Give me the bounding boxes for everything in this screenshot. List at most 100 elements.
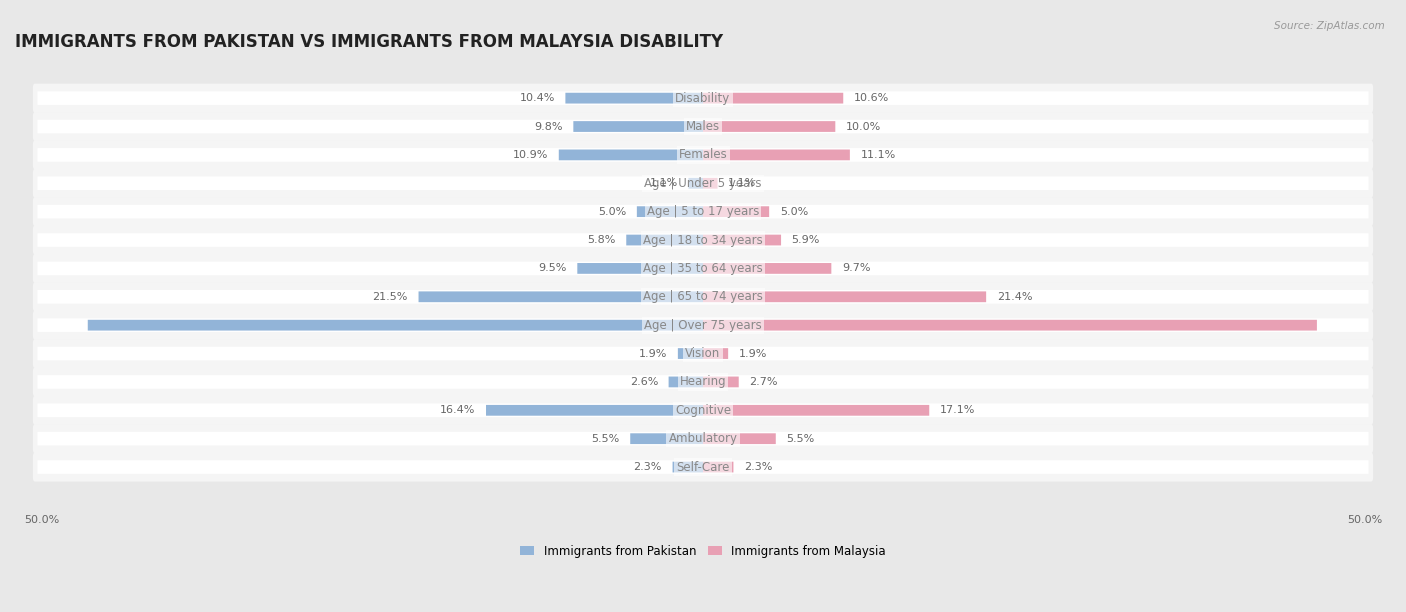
FancyBboxPatch shape [703, 348, 728, 359]
FancyBboxPatch shape [32, 197, 1374, 226]
Text: Age | 5 to 17 years: Age | 5 to 17 years [647, 205, 759, 218]
FancyBboxPatch shape [703, 121, 835, 132]
FancyBboxPatch shape [38, 205, 1368, 218]
FancyBboxPatch shape [38, 403, 1368, 417]
FancyBboxPatch shape [38, 290, 1368, 304]
FancyBboxPatch shape [32, 226, 1374, 255]
Legend: Immigrants from Pakistan, Immigrants from Malaysia: Immigrants from Pakistan, Immigrants fro… [520, 545, 886, 558]
Text: 5.9%: 5.9% [792, 235, 820, 245]
Text: Source: ZipAtlas.com: Source: ZipAtlas.com [1274, 21, 1385, 31]
Text: Ambulatory: Ambulatory [668, 432, 738, 445]
FancyBboxPatch shape [703, 93, 844, 103]
Text: 17.1%: 17.1% [939, 405, 976, 416]
Text: Hearing: Hearing [679, 375, 727, 389]
Text: Age | Under 5 years: Age | Under 5 years [644, 177, 762, 190]
FancyBboxPatch shape [703, 178, 717, 188]
FancyBboxPatch shape [38, 233, 1368, 247]
Text: Age | 35 to 64 years: Age | 35 to 64 years [643, 262, 763, 275]
Text: 5.8%: 5.8% [588, 235, 616, 245]
FancyBboxPatch shape [38, 432, 1368, 446]
FancyBboxPatch shape [32, 453, 1374, 482]
Text: 5.5%: 5.5% [592, 434, 620, 444]
FancyBboxPatch shape [630, 433, 703, 444]
Text: 21.4%: 21.4% [997, 292, 1032, 302]
FancyBboxPatch shape [32, 396, 1374, 425]
FancyBboxPatch shape [678, 348, 703, 359]
Text: 46.5%: 46.5% [48, 320, 87, 330]
Text: 5.5%: 5.5% [786, 434, 814, 444]
FancyBboxPatch shape [38, 375, 1368, 389]
FancyBboxPatch shape [574, 121, 703, 132]
FancyBboxPatch shape [578, 263, 703, 274]
FancyBboxPatch shape [486, 405, 703, 416]
Text: 5.0%: 5.0% [598, 207, 626, 217]
Text: 46.4%: 46.4% [1319, 320, 1358, 330]
Text: 2.6%: 2.6% [630, 377, 658, 387]
Text: 2.7%: 2.7% [749, 377, 778, 387]
FancyBboxPatch shape [703, 206, 769, 217]
Text: 1.9%: 1.9% [738, 349, 768, 359]
FancyBboxPatch shape [672, 461, 703, 472]
Text: Males: Males [686, 120, 720, 133]
FancyBboxPatch shape [637, 206, 703, 217]
Text: 9.7%: 9.7% [842, 263, 870, 274]
FancyBboxPatch shape [703, 291, 986, 302]
FancyBboxPatch shape [32, 112, 1374, 141]
Text: 2.3%: 2.3% [634, 462, 662, 472]
Text: Age | 18 to 34 years: Age | 18 to 34 years [643, 234, 763, 247]
Text: 1.1%: 1.1% [728, 178, 756, 188]
FancyBboxPatch shape [703, 433, 776, 444]
FancyBboxPatch shape [32, 254, 1374, 283]
FancyBboxPatch shape [669, 376, 703, 387]
Text: 10.9%: 10.9% [513, 150, 548, 160]
FancyBboxPatch shape [703, 234, 782, 245]
Text: Disability: Disability [675, 92, 731, 105]
Text: 10.0%: 10.0% [846, 122, 882, 132]
Text: 16.4%: 16.4% [440, 405, 475, 416]
FancyBboxPatch shape [38, 318, 1368, 332]
Text: Cognitive: Cognitive [675, 404, 731, 417]
FancyBboxPatch shape [38, 176, 1368, 190]
FancyBboxPatch shape [32, 367, 1374, 397]
FancyBboxPatch shape [32, 140, 1374, 170]
FancyBboxPatch shape [32, 424, 1374, 453]
Text: IMMIGRANTS FROM PAKISTAN VS IMMIGRANTS FROM MALAYSIA DISABILITY: IMMIGRANTS FROM PAKISTAN VS IMMIGRANTS F… [15, 34, 723, 51]
Text: 5.0%: 5.0% [780, 207, 808, 217]
FancyBboxPatch shape [703, 376, 738, 387]
Text: 21.5%: 21.5% [373, 292, 408, 302]
FancyBboxPatch shape [32, 311, 1374, 340]
FancyBboxPatch shape [703, 461, 734, 472]
FancyBboxPatch shape [419, 291, 703, 302]
Text: 9.5%: 9.5% [538, 263, 567, 274]
FancyBboxPatch shape [703, 263, 831, 274]
Text: Age | 65 to 74 years: Age | 65 to 74 years [643, 290, 763, 304]
FancyBboxPatch shape [38, 120, 1368, 133]
Text: 10.4%: 10.4% [519, 93, 555, 103]
FancyBboxPatch shape [38, 460, 1368, 474]
Text: Age | Over 75 years: Age | Over 75 years [644, 319, 762, 332]
Text: 11.1%: 11.1% [860, 150, 896, 160]
FancyBboxPatch shape [38, 148, 1368, 162]
FancyBboxPatch shape [626, 234, 703, 245]
FancyBboxPatch shape [565, 93, 703, 103]
FancyBboxPatch shape [87, 320, 703, 330]
FancyBboxPatch shape [558, 149, 703, 160]
FancyBboxPatch shape [38, 91, 1368, 105]
Text: Females: Females [679, 148, 727, 162]
Text: Vision: Vision [685, 347, 721, 360]
FancyBboxPatch shape [703, 320, 1317, 330]
FancyBboxPatch shape [32, 84, 1374, 113]
Text: 1.9%: 1.9% [638, 349, 668, 359]
Text: 2.3%: 2.3% [744, 462, 772, 472]
FancyBboxPatch shape [32, 339, 1374, 368]
Text: 9.8%: 9.8% [534, 122, 562, 132]
FancyBboxPatch shape [38, 347, 1368, 360]
FancyBboxPatch shape [32, 282, 1374, 312]
FancyBboxPatch shape [38, 261, 1368, 275]
Text: 1.1%: 1.1% [650, 178, 678, 188]
FancyBboxPatch shape [32, 169, 1374, 198]
FancyBboxPatch shape [703, 405, 929, 416]
Text: 10.6%: 10.6% [853, 93, 889, 103]
FancyBboxPatch shape [689, 178, 703, 188]
Text: Self-Care: Self-Care [676, 461, 730, 474]
